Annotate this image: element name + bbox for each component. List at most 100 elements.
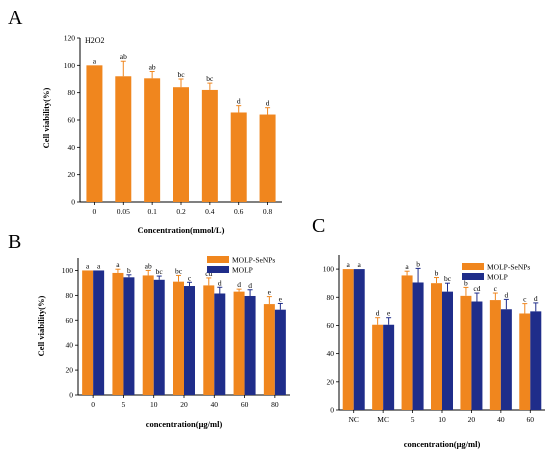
y-tick-label: 20 — [68, 170, 76, 179]
annotation-h2o2: H2O2 — [85, 36, 105, 45]
x-tick-label: 10 — [150, 400, 158, 409]
bar-molp-1 — [123, 277, 135, 395]
y-tick-label: 60 — [327, 321, 335, 330]
legend-label: MOLP — [487, 273, 508, 282]
x-tick-label: 20 — [468, 415, 476, 424]
significance-letter: ab — [149, 62, 156, 71]
significance-letter: bc — [206, 74, 214, 83]
y-tick-label: 0 — [69, 391, 73, 400]
significance-letter: b — [464, 278, 468, 287]
x-tick-label: 20 — [180, 400, 188, 409]
significance-letter: a — [86, 261, 90, 270]
bar-molp-senps-4 — [460, 295, 472, 410]
x-tick-label: MC — [377, 415, 389, 424]
x-tick-label: 10 — [438, 415, 446, 424]
significance-letter: b — [127, 266, 131, 275]
bar-molp-senps-5 — [233, 291, 245, 395]
y-tick-label: 80 — [327, 293, 335, 302]
significance-letter: ab — [145, 261, 152, 270]
y-axis-label: Cell viability(%) — [36, 295, 46, 356]
legend-swatch-molp-senps — [462, 263, 484, 270]
significance-letter: ab — [120, 52, 127, 61]
legend-swatch-molp — [462, 273, 484, 280]
significance-letter: a — [405, 262, 409, 271]
bar-molp-senps-0 — [342, 269, 354, 410]
y-axis-label: Cell viability(%) — [41, 87, 51, 148]
significance-letter: e — [279, 294, 283, 303]
bar-molp-0 — [353, 269, 365, 410]
significance-letter: d — [376, 309, 380, 318]
significance-letter: e — [387, 309, 391, 318]
legend-swatch-molp-senps — [207, 256, 229, 263]
significance-letter: cd — [473, 284, 480, 293]
bar-series-0 — [86, 65, 103, 202]
x-tick-label: 5 — [411, 415, 415, 424]
bar-molp-6 — [274, 309, 286, 395]
significance-letter: bc — [175, 266, 183, 275]
bar-molp-senps-1 — [112, 272, 124, 395]
bar-series-3 — [173, 87, 189, 202]
significance-letter: bc — [156, 267, 164, 276]
legend-label: MOLP — [232, 266, 253, 275]
significance-letter: d — [248, 281, 252, 290]
y-tick-label: 120 — [64, 34, 76, 43]
legend-swatch-molp — [207, 266, 229, 273]
y-tick-label: 100 — [62, 266, 74, 275]
x-tick-label: 40 — [497, 415, 505, 424]
y-tick-label: 20 — [327, 377, 335, 386]
y-tick-label: 40 — [68, 143, 76, 152]
bar-series-2 — [144, 78, 161, 202]
y-tick-label: 0 — [330, 406, 334, 415]
legend-label: MOLP-SeNPs — [232, 256, 275, 265]
bar-molp-senps-6 — [263, 304, 275, 395]
bar-molp-1 — [383, 324, 395, 410]
panel-letter: C — [312, 215, 325, 237]
bar-molp-senps-3 — [173, 281, 184, 395]
significance-letter: d — [504, 290, 508, 299]
x-tick-label: 60 — [241, 400, 249, 409]
significance-letter: d — [218, 278, 222, 287]
significance-letter: d — [237, 97, 241, 106]
y-tick-label: 80 — [66, 291, 74, 300]
x-axis-label: concentration(μg/ml) — [404, 439, 481, 449]
bar-molp-senps-5 — [489, 300, 501, 410]
bar-molp-senps-2 — [401, 275, 413, 410]
panel-letter: A — [8, 7, 23, 29]
bar-molp-5 — [500, 309, 512, 410]
bar-molp-senps-3 — [431, 283, 442, 410]
x-tick-label: NC — [349, 415, 359, 424]
significance-letter: a — [93, 56, 97, 65]
bar-molp-3 — [184, 286, 195, 395]
bar-series-5 — [230, 112, 247, 202]
significance-letter: b — [435, 269, 439, 278]
y-tick-label: 60 — [68, 116, 76, 125]
bar-molp-senps-6 — [519, 313, 531, 410]
y-tick-label: 60 — [66, 316, 74, 325]
significance-letter: c — [494, 284, 498, 293]
significance-letter: bc — [444, 274, 452, 283]
x-tick-label: 0.05 — [117, 207, 130, 216]
significance-letter: a — [347, 260, 351, 269]
x-tick-label: 0.4 — [205, 207, 215, 216]
bar-molp-senps-1 — [372, 324, 384, 410]
bar-series-6 — [259, 114, 276, 202]
bar-molp-senps-2 — [142, 275, 154, 395]
significance-letter: bc — [177, 70, 185, 79]
x-tick-label: 0 — [93, 207, 97, 216]
bar-molp-4 — [214, 293, 226, 395]
bar-series-1 — [115, 76, 132, 202]
x-tick-label: 40 — [211, 400, 219, 409]
x-tick-label: 0.6 — [234, 207, 244, 216]
x-tick-label: 5 — [122, 400, 126, 409]
bar-molp-5 — [244, 295, 256, 395]
bar-molp-0 — [93, 270, 105, 395]
bar-molp-3 — [442, 291, 453, 410]
significance-letter: d — [237, 280, 241, 289]
x-tick-label: 0.1 — [147, 207, 157, 216]
y-tick-label: 40 — [327, 349, 335, 358]
significance-letter: a — [358, 260, 362, 269]
